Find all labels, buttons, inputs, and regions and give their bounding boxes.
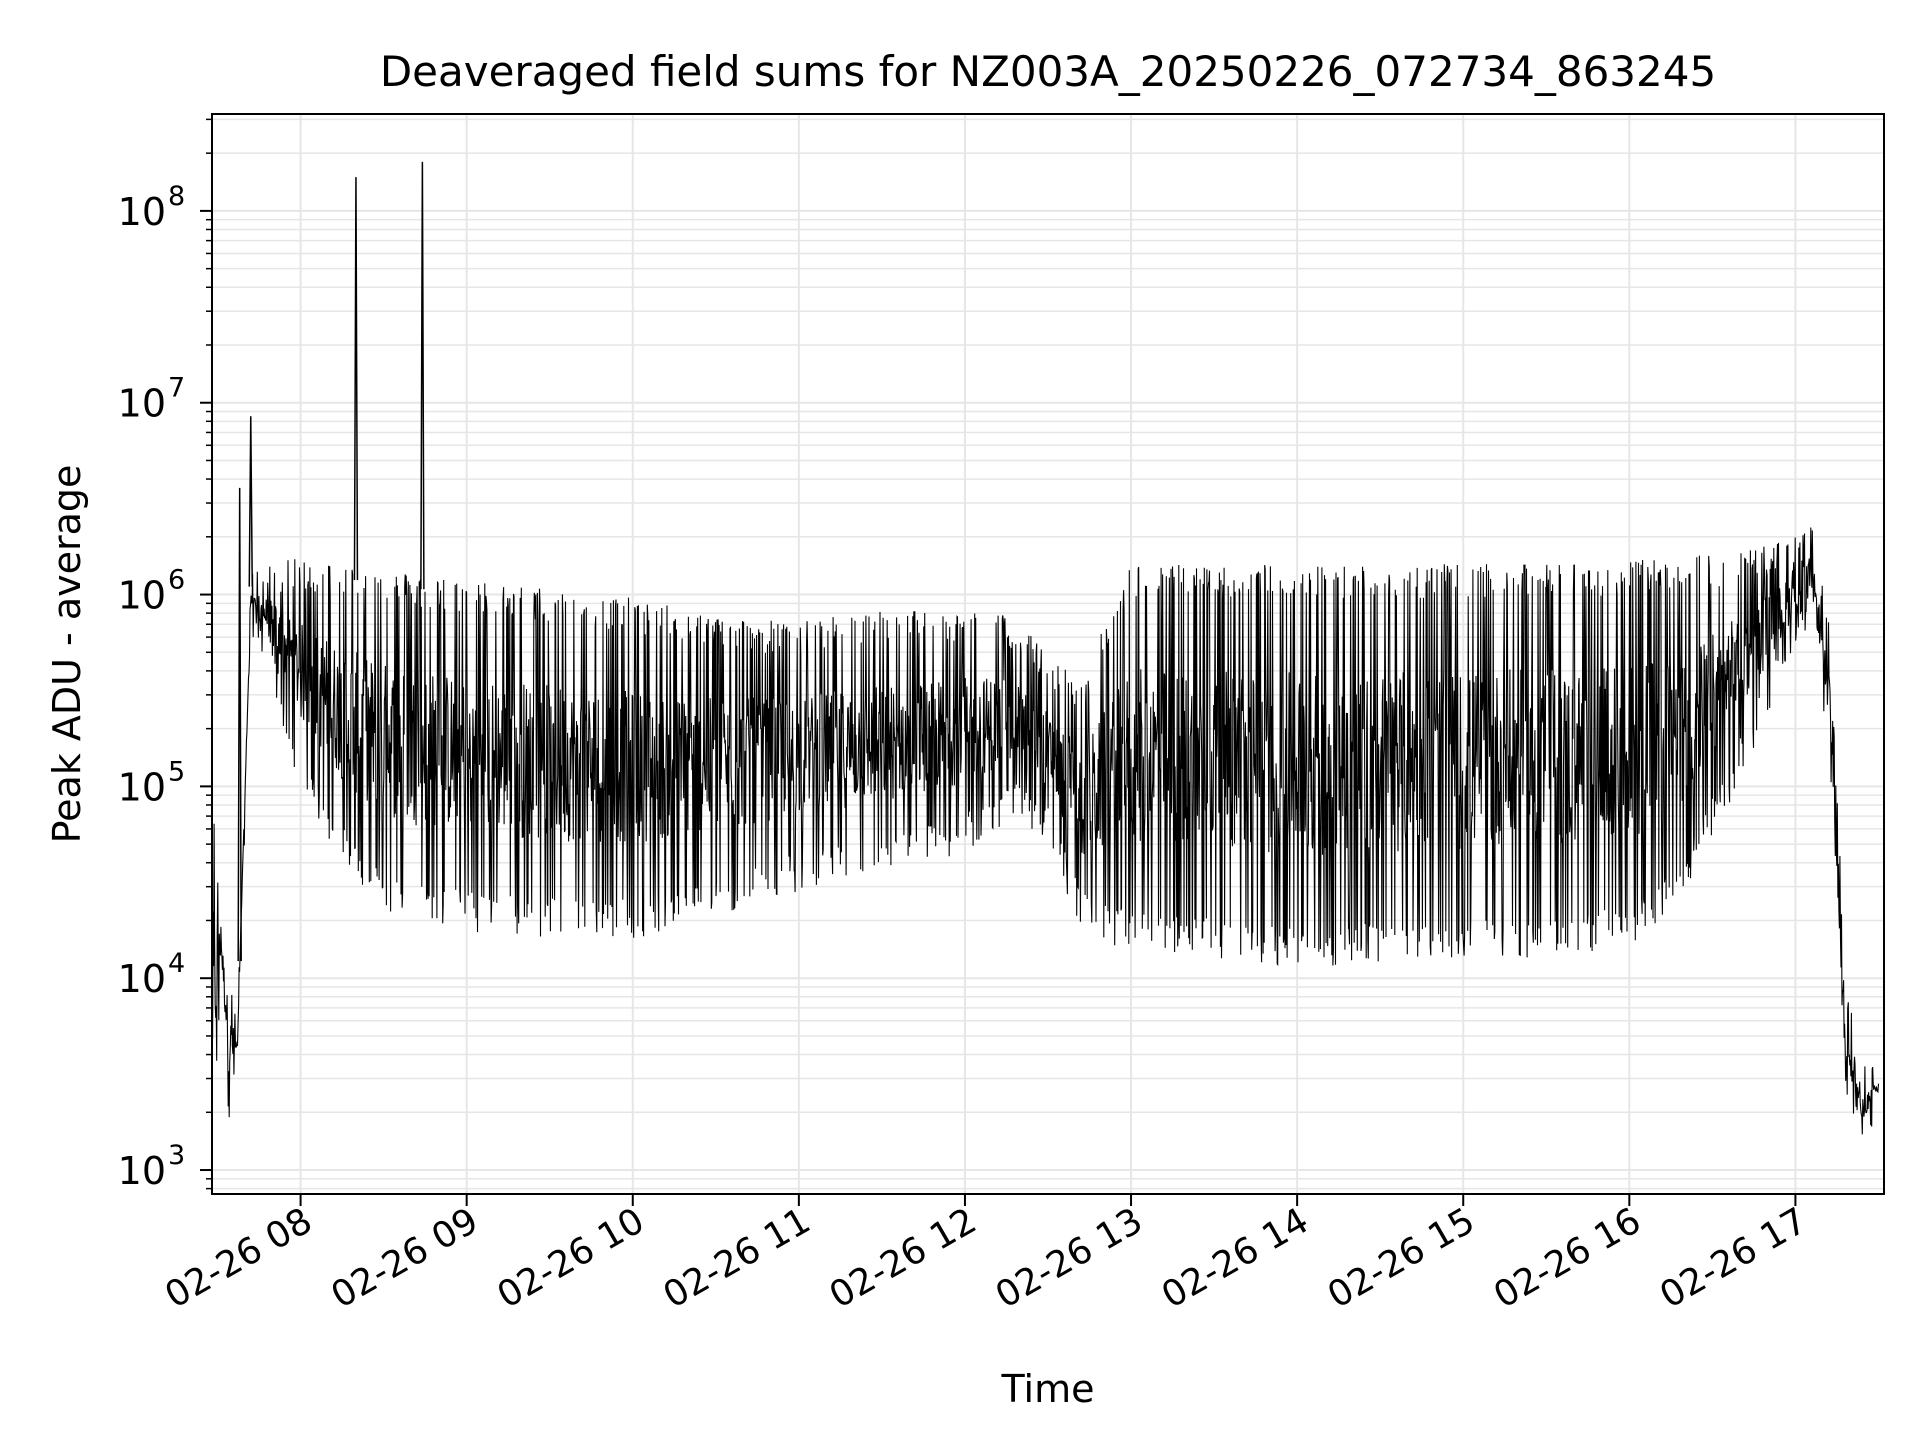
y-tick-exponent: 3 [168,1140,185,1171]
y-tick-label: 10 [118,1149,166,1193]
plot-frame [211,113,1885,1195]
y-tick-exponent: 8 [168,181,185,212]
x-axis-label: Time [1001,1367,1095,1411]
y-axis-label: Peak ADU - average [45,465,89,844]
series-line [212,527,1880,1135]
spike [248,416,254,587]
y-tick-exponent: 6 [168,565,185,596]
y-tick-exponent: 4 [168,948,185,979]
chart-title: Deaveraged field sums for NZ003A_2025022… [380,47,1716,96]
y-tick-label: 10 [118,574,166,618]
y-tick-exponent: 5 [168,756,185,787]
y-tick-label: 10 [118,957,166,1001]
spike [353,177,359,581]
y-tick-label: 10 [118,765,166,809]
spike [420,161,425,590]
data-trace [212,161,1880,1135]
y-tick-label: 10 [118,190,166,234]
y-tick-label: 10 [118,382,166,426]
y-tick-exponent: 7 [168,373,185,404]
spike [237,487,242,962]
